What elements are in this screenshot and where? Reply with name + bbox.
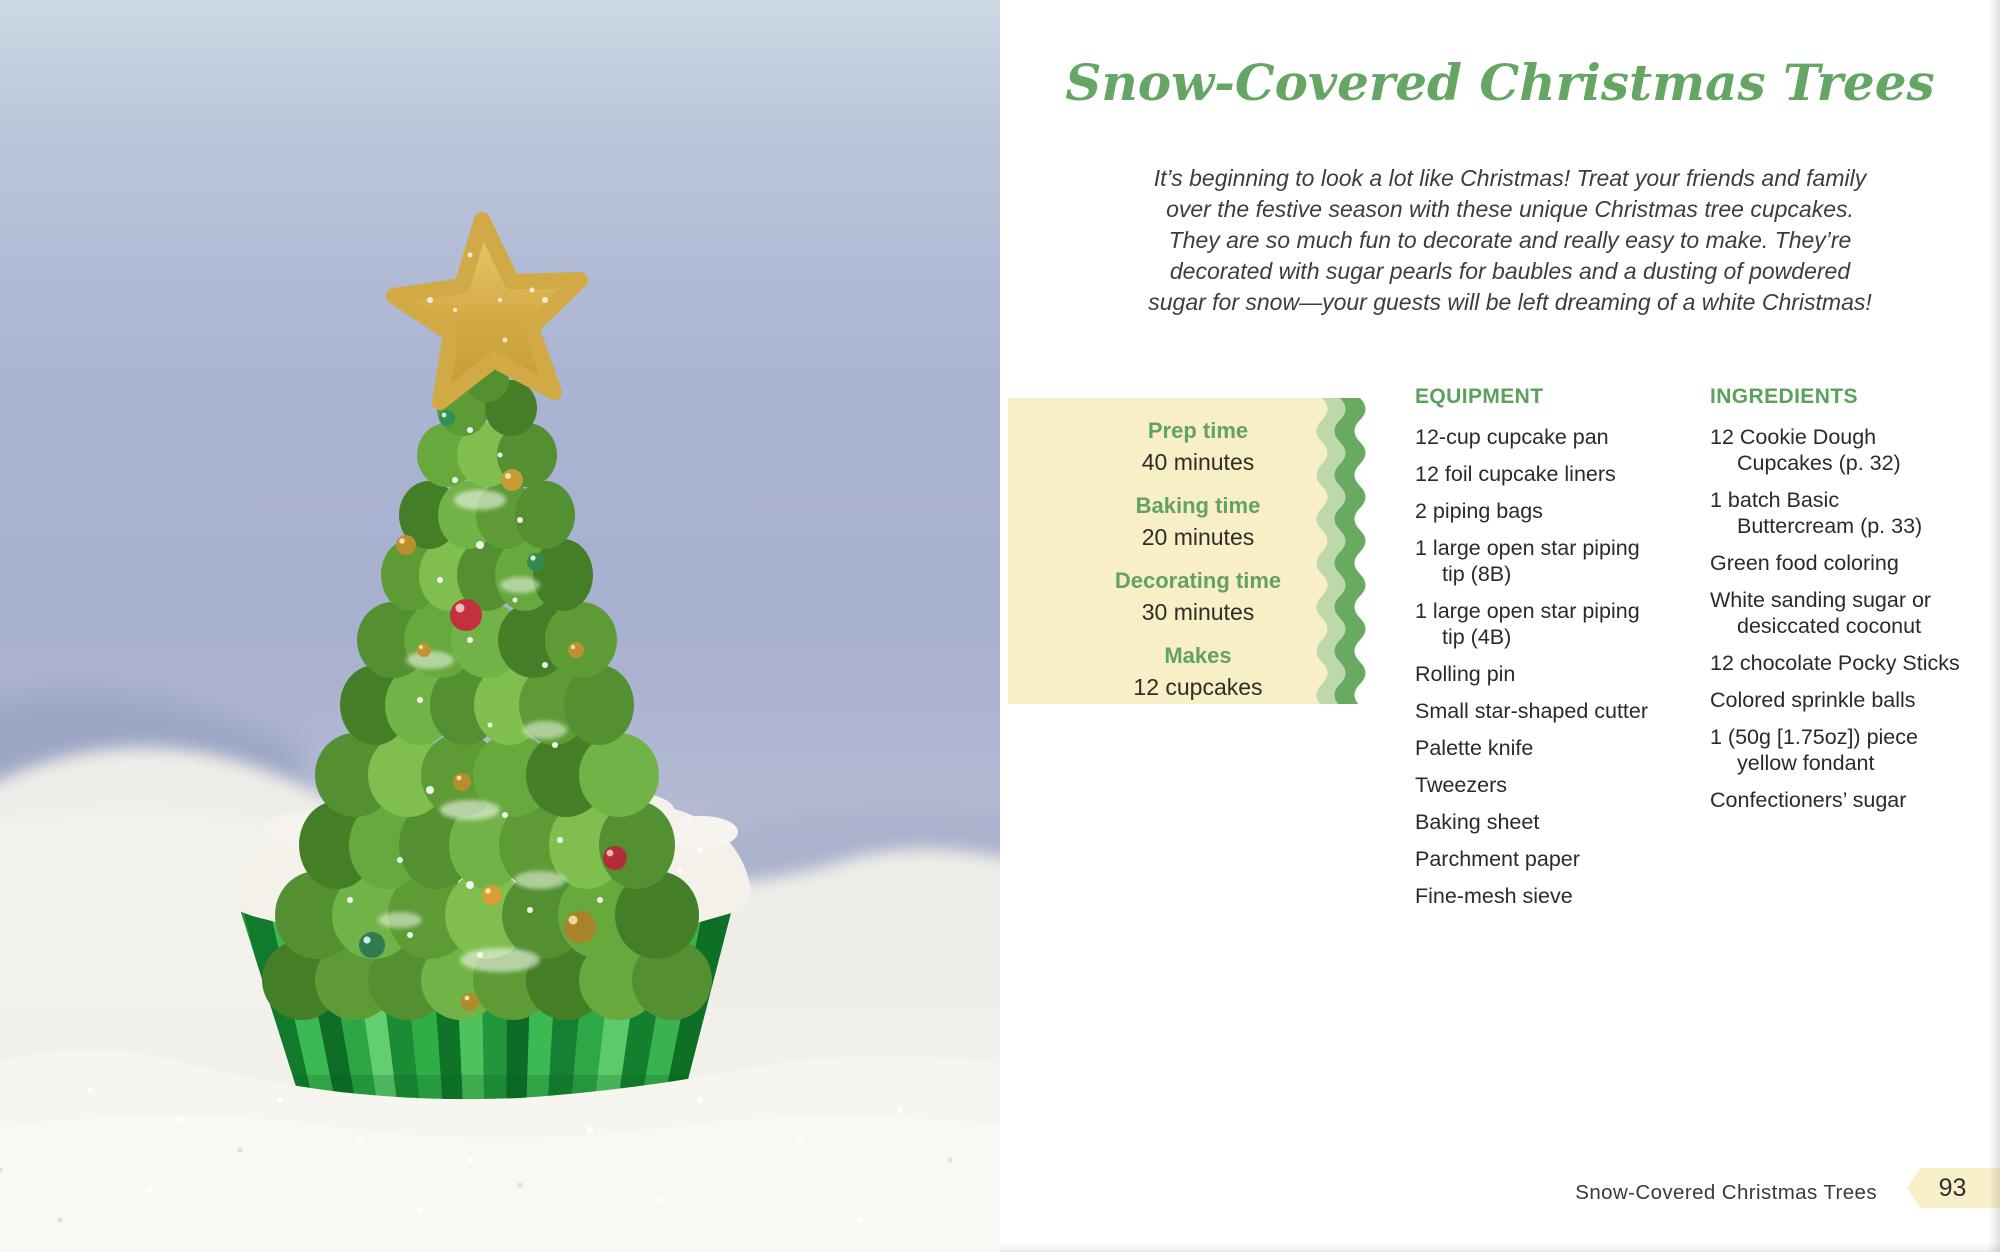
cupcake-photo	[0, 0, 1000, 1252]
equipment-item: Tweezers	[1415, 773, 1508, 797]
equipment-list: EQUIPMENT 12-cup cupcake pan 12 foil cup…	[1415, 385, 1707, 920]
equipment-item: 1 large open star piping tip (4B)	[1415, 599, 1640, 649]
baking-time-label: Baking time	[1135, 493, 1261, 518]
christmas-tree	[262, 358, 712, 1020]
ingredients-list: INGREDIENTS 12 Cookie Dough Cupcakes (p.…	[1710, 385, 1998, 824]
equipment-heading: EQUIPMENT	[1415, 385, 1544, 408]
time-info-box-background	[1008, 398, 1310, 704]
ingredients-heading: INGREDIENTS	[1710, 385, 1858, 408]
equipment-item: Small star-shaped cutter	[1415, 699, 1649, 723]
page-number-tab: 93	[1907, 1168, 2000, 1208]
gold-star-topper	[386, 212, 588, 410]
ingredient-item: 12 Cookie Dough Cupcakes (p. 32)	[1710, 425, 1901, 475]
running-footer-recipe-name: Snow-Covered Christmas Trees	[1575, 1181, 1877, 1204]
sprinkle-baubles	[359, 410, 627, 1011]
ingredient-item: Confectioners’ sugar	[1710, 788, 1907, 812]
page-title: Snow-Covered Christmas Trees	[1065, 53, 1935, 112]
decorating-time-value: 30 minutes	[1141, 599, 1255, 625]
equipment-item: Fine-mesh sieve	[1415, 884, 1573, 908]
makes-label: Makes	[1164, 643, 1232, 668]
prep-time-label: Prep time	[1147, 418, 1249, 443]
ingredient-item: 1 (50g [1.75oz]) piece yellow fondant	[1710, 725, 1918, 775]
equipment-item: 12 foil cupcake liners	[1415, 462, 1616, 486]
time-info-content: Prep time 40 minutes Baking time 20 minu…	[1048, 402, 1348, 702]
equipment-item: 12-cup cupcake pan	[1415, 425, 1609, 449]
ingredient-item: Green food coloring	[1710, 551, 1899, 575]
ingredient-item: Colored sprinkle balls	[1710, 688, 1916, 712]
ingredient-item: White sanding sugar or desiccated coconu…	[1710, 588, 1932, 638]
time-info-box: Prep time 40 minutes Baking time 20 minu…	[1008, 398, 1380, 704]
cupcake-photo-illustration	[0, 0, 1000, 1252]
ingredient-item: 1 batch Basic Buttercream (p. 33)	[1710, 488, 1923, 538]
powdered-sugar	[347, 427, 603, 972]
page-right-edge-shadow	[1988, 0, 2000, 1252]
equipment-item: 1 large open star piping tip (8B)	[1415, 536, 1640, 586]
page-bottom-edge-shadow	[1000, 1243, 2000, 1252]
page-number: 93	[1938, 1174, 1967, 1202]
recipe-intro: It’s beginning to look a lot like Christ…	[1148, 165, 1872, 315]
equipment-item: 2 piping bags	[1415, 499, 1543, 523]
equipment-item: Palette knife	[1415, 736, 1534, 760]
equipment-item: Parchment paper	[1415, 847, 1580, 871]
scalloped-edge-decoration	[1308, 398, 1378, 704]
recipe-page: Snow-Covered Christmas Trees It’s beginn…	[1000, 0, 2000, 1252]
ingredient-item: 12 chocolate Pocky Sticks	[1710, 651, 1960, 675]
prep-time-value: 40 minutes	[1141, 449, 1255, 475]
equipment-item: Rolling pin	[1415, 662, 1516, 686]
foreground-snow	[0, 1049, 1000, 1252]
makes-value: 12 cupcakes	[1133, 674, 1263, 700]
equipment-item: Baking sheet	[1415, 810, 1540, 834]
decorating-time-label: Decorating time	[1114, 568, 1282, 593]
baking-time-value: 20 minutes	[1141, 524, 1255, 550]
